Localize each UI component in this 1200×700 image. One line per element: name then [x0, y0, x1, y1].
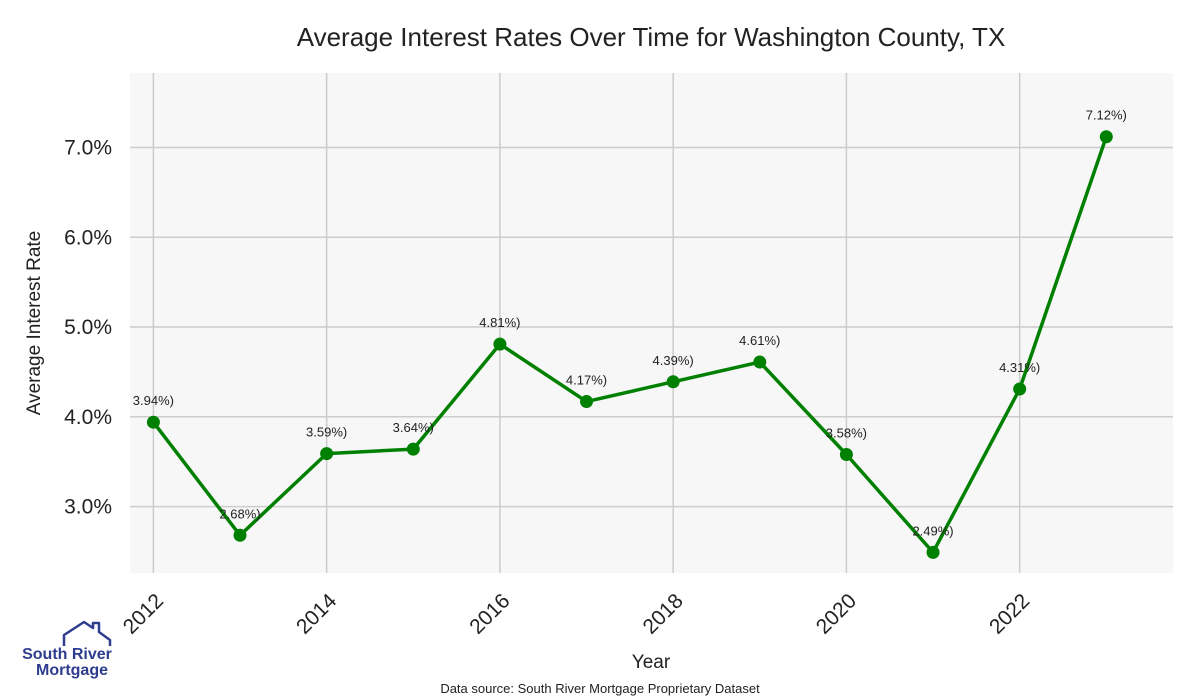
x-axis-label: Year: [632, 652, 671, 673]
data-label: 3.58%): [826, 426, 867, 441]
data-point: [926, 545, 940, 559]
data-label: 3.64%): [393, 420, 434, 435]
logo-text-line2: Mortgage: [36, 662, 108, 679]
x-tick-label: 2018: [639, 589, 688, 638]
y-tick-label: 6.0%: [64, 226, 112, 249]
data-label: 3.94%): [133, 393, 174, 408]
data-label: 2.49%): [912, 523, 953, 538]
y-tick-label: 3.0%: [64, 496, 112, 519]
logo-text-line1: South River: [22, 646, 112, 663]
plot-area: [130, 73, 1173, 573]
data-point: [1013, 382, 1027, 396]
x-tick-label: 2022: [985, 589, 1034, 638]
y-axis-label: Average Interest Rate: [24, 231, 45, 415]
data-label: 3.59%): [306, 425, 347, 440]
house-icon: [62, 620, 112, 646]
data-label: 4.61%): [739, 333, 780, 348]
data-point: [406, 442, 420, 456]
data-point: [1099, 130, 1113, 144]
logo: South River Mortgage: [22, 620, 112, 679]
data-point: [580, 395, 594, 409]
data-label: 4.31%): [999, 360, 1040, 375]
y-tick-label: 4.0%: [64, 406, 112, 429]
data-label: 4.81%): [479, 315, 520, 330]
x-tick-label: 2012: [119, 589, 168, 638]
data-point: [753, 355, 767, 369]
chart-title: Average Interest Rates Over Time for Was…: [297, 22, 1006, 52]
data-labels: 3.94%) 2.68%) 3.59%) 3.64%) 4.81%) 4.17%) 4.39…: [133, 108, 1127, 539]
y-tick-label: 5.0%: [64, 316, 112, 339]
grid-lines: [130, 73, 1173, 573]
data-source-note: Data source: South River Mortgage Propri…: [440, 681, 760, 696]
data-point: [146, 415, 160, 429]
data-label: 4.39%): [653, 353, 694, 368]
series-line-group: [146, 130, 1113, 559]
x-axis-ticks: 2012 2014 2016 2018 2020 2022: [119, 589, 1035, 639]
x-tick-label: 2020: [812, 589, 861, 638]
y-tick-label: 7.0%: [64, 137, 112, 160]
data-point: [666, 375, 680, 389]
data-point: [233, 528, 247, 542]
data-point: [839, 448, 853, 462]
data-label: 2.68%): [219, 506, 260, 521]
series-line: [152, 136, 1108, 555]
data-label: 7.12%): [1086, 108, 1127, 123]
x-tick-label: 2016: [465, 589, 514, 638]
data-point: [320, 447, 334, 461]
y-axis-ticks: 3.0% 4.0% 5.0% 6.0% 7.0%: [64, 137, 112, 519]
data-label: 4.17%): [566, 373, 607, 388]
data-point: [493, 337, 507, 351]
x-tick-label: 2014: [292, 589, 342, 639]
